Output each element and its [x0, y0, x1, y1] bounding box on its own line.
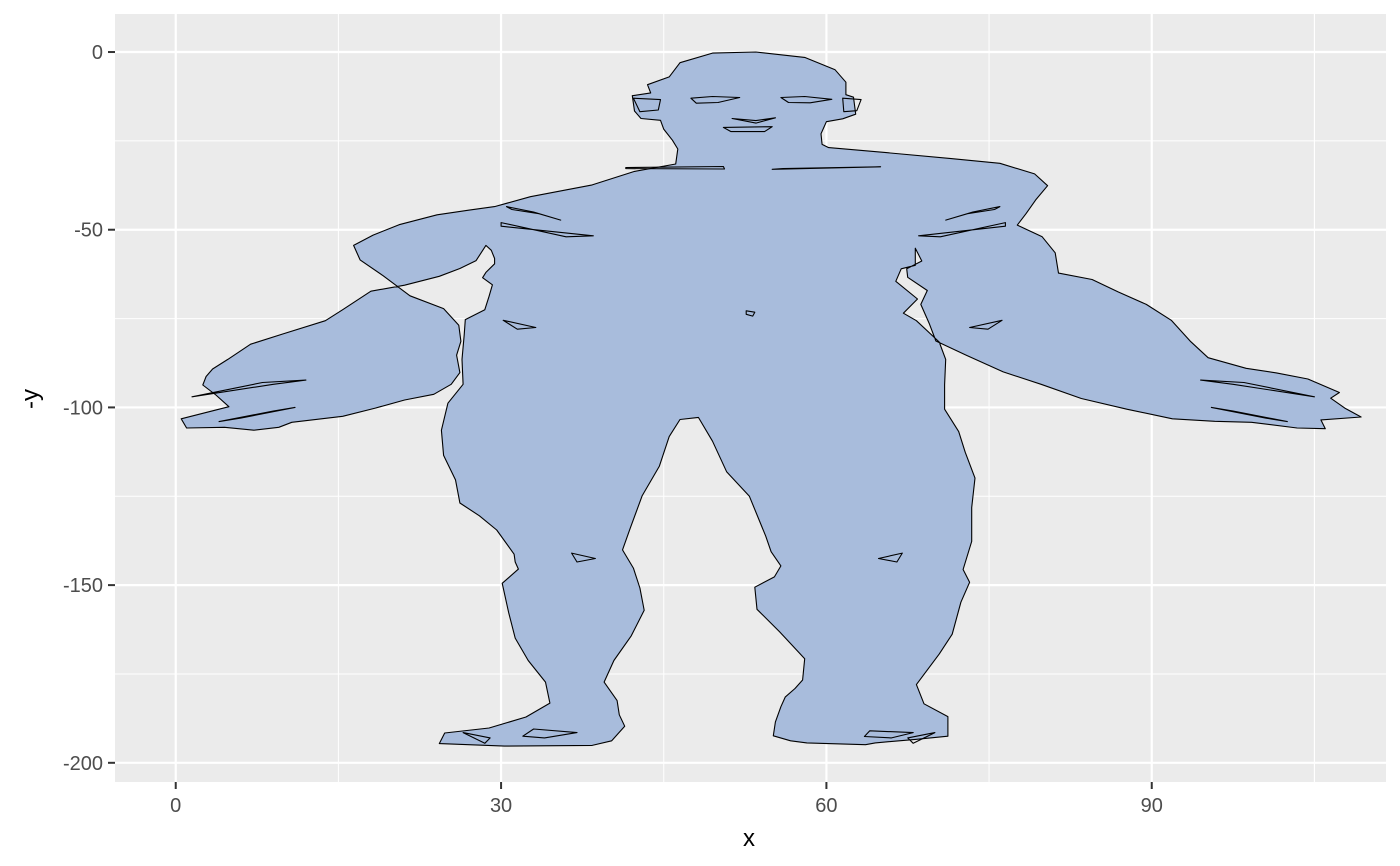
x-tick-label: 0 — [170, 795, 181, 817]
body-feature-polygon — [877, 552, 903, 563]
y-tick-label: -200 — [63, 753, 103, 775]
x-tick-label: 90 — [1141, 795, 1163, 817]
body-feature-polygon — [1200, 379, 1315, 398]
body-feature-polygon — [625, 165, 726, 170]
body-feature-polygon — [502, 319, 537, 330]
body-feature-polygon — [1210, 406, 1288, 423]
body-outline-polygon — [180, 51, 1362, 747]
body-feature-polygon — [632, 97, 662, 113]
body-feature-polygon — [690, 95, 741, 104]
body-feature-polygon — [218, 406, 296, 423]
y-tick-label: 0 — [92, 42, 103, 64]
body-feature-polygon — [731, 117, 776, 124]
body-feature-polygon — [571, 552, 596, 563]
body-feature-polygon — [780, 95, 833, 104]
y-tick-label: -100 — [63, 397, 103, 419]
body-feature-polygon — [722, 126, 773, 133]
body-feature-polygon — [462, 732, 491, 744]
body-feature-polygon — [771, 166, 882, 170]
y-axis-title: -y — [17, 389, 44, 409]
body-feature-polygon — [969, 319, 1003, 330]
body-feature-polygon — [907, 732, 936, 744]
body-feature-polygon — [522, 728, 578, 739]
x-tick-label: 60 — [815, 795, 837, 817]
y-tick-label: -150 — [63, 575, 103, 597]
body-feature-polygon — [745, 310, 756, 317]
axes: 0 30 60 90 0 -50 -100 -150 -200 — [63, 42, 1163, 817]
body-feature-polygon — [505, 206, 562, 221]
y-tick-label: -50 — [74, 220, 103, 242]
body-feature-polygon — [945, 206, 1001, 221]
body-outline-layer — [180, 51, 1362, 747]
body-feature-polygon — [191, 379, 307, 398]
body-feature-polygon — [842, 97, 862, 113]
x-axis-title: x — [743, 825, 755, 852]
body-feature-polygon — [500, 222, 594, 238]
body-feature-polygon — [863, 730, 914, 739]
body-feature-polygon — [918, 222, 1006, 238]
x-tick-label: 30 — [490, 795, 512, 817]
